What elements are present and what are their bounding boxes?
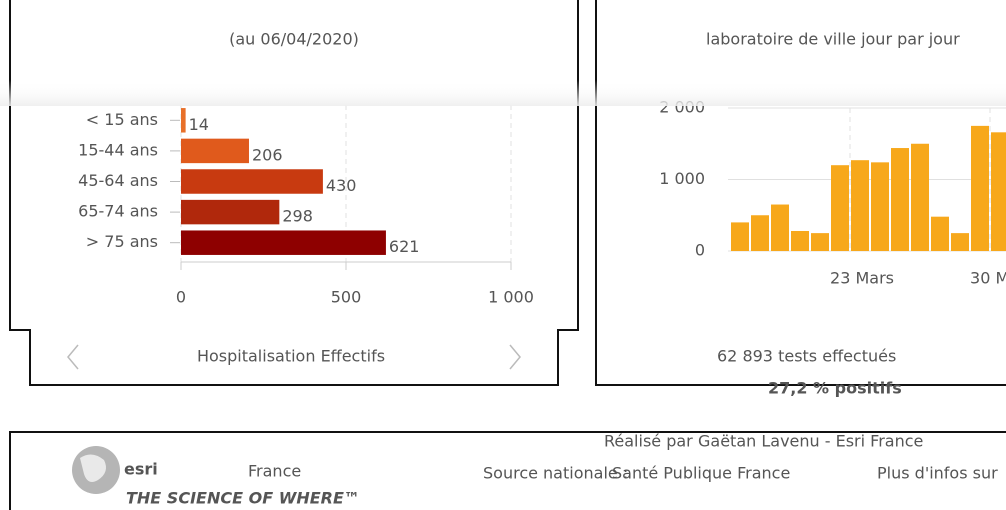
- chart-subtitle: laboratoire de ville jour par jour: [706, 30, 960, 49]
- source-link[interactable]: Santé Publique France: [612, 464, 790, 483]
- bar: [181, 169, 323, 194]
- y-tick-label: < 15 ans: [86, 110, 158, 129]
- logo-globe-land: [80, 454, 106, 482]
- value-label: 206: [252, 145, 283, 164]
- y-tick-label: 65-74 ans: [78, 202, 158, 221]
- bar: [991, 132, 1006, 251]
- y-tick-label: 45-64 ans: [78, 171, 158, 190]
- credit-prefix: Réalisé par: [604, 432, 693, 451]
- positive-rate: 27,2 % positifs: [768, 379, 902, 398]
- y-tick-label: 0: [695, 241, 705, 260]
- y-tick-label: > 75 ans: [86, 232, 158, 251]
- bar: [871, 162, 889, 251]
- value-label: 430: [326, 176, 357, 195]
- header-shadow: [0, 80, 1006, 106]
- bar: [971, 125, 989, 251]
- bar: [831, 165, 849, 251]
- footer: esri France THE SCIENCE OF WHERE™ Réalis…: [9, 431, 1006, 510]
- credit-link[interactable]: Gaëtan Lavenu - Esri France: [698, 432, 923, 451]
- chart-subtitle: (au 06/04/2020): [229, 30, 359, 49]
- value-label: 621: [389, 237, 420, 256]
- panel-frame: [595, 0, 1006, 386]
- next-button[interactable]: [509, 344, 521, 370]
- x-tick-label: 1 000: [488, 288, 534, 307]
- left-panel: (au 06/04/2020) Hospitalisation Effectif…: [9, 0, 579, 386]
- x-tick-label: 0: [176, 288, 186, 307]
- panel-frame: [9, 0, 579, 386]
- bar: [891, 148, 909, 251]
- source-prefix: Source nationale :: [483, 464, 628, 483]
- bar: [181, 108, 186, 133]
- x-tick-label: 500: [331, 288, 362, 307]
- more-link[interactable]: Plus d'infos sur: [877, 464, 998, 483]
- x-tick-label: 23 Mars: [830, 269, 894, 288]
- bar: [181, 138, 249, 164]
- bar: [851, 160, 869, 251]
- value-label: 14: [189, 115, 209, 134]
- value-label: 298: [282, 207, 313, 226]
- bar: [951, 233, 969, 251]
- footer-frame: [9, 431, 1006, 510]
- tests-count: 62 893 tests effectués: [717, 347, 896, 366]
- y-tick-label: 1 000: [659, 169, 705, 188]
- bar: [731, 222, 749, 251]
- y-tick-label: 15-44 ans: [78, 140, 158, 159]
- bar: [771, 204, 789, 251]
- bar: [811, 233, 829, 251]
- bar: [931, 216, 949, 251]
- bar: [751, 215, 769, 251]
- bar: [791, 230, 809, 251]
- tagline: THE SCIENCE OF WHERE™: [126, 489, 360, 508]
- right-panel: laboratoire de ville jour par jour 62 89…: [595, 0, 1006, 398]
- bar: [181, 199, 280, 225]
- prev-button[interactable]: [67, 344, 79, 370]
- nav-label: Hospitalisation Effectifs: [197, 347, 385, 366]
- logo-text: esri: [124, 460, 158, 479]
- x-tick-label: 30 Mars: [970, 269, 1006, 288]
- logo-country: France: [248, 462, 301, 481]
- bar: [911, 143, 929, 251]
- bar: [181, 230, 386, 255]
